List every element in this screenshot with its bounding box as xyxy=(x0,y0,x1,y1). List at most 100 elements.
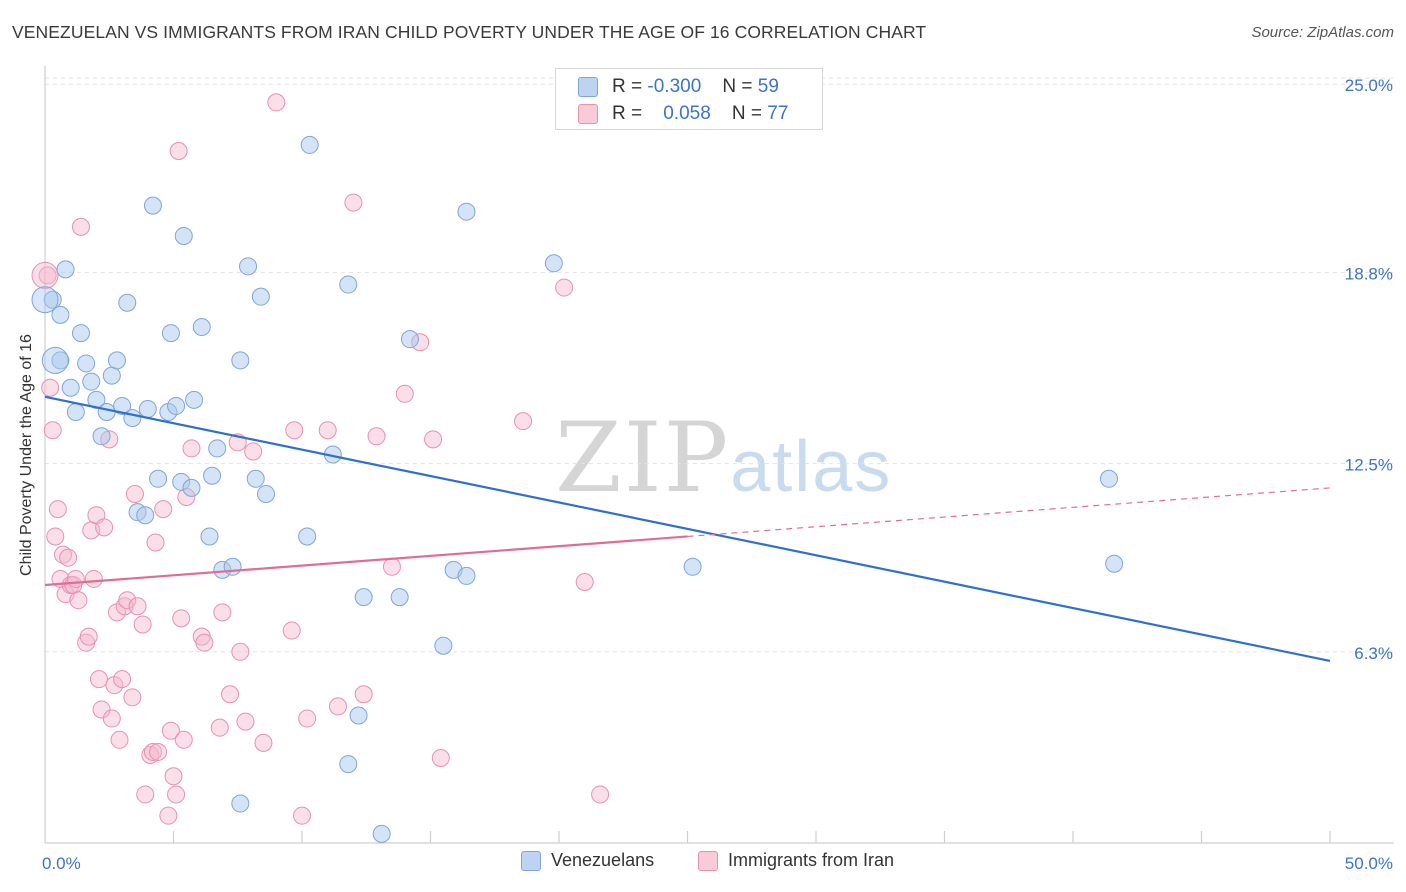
y-tick-label: 18.8% xyxy=(1345,264,1393,283)
legend-swatch-blue xyxy=(578,77,598,97)
iran-point xyxy=(89,670,108,689)
venezuelan-point xyxy=(102,366,121,385)
venezuelan-point xyxy=(390,588,409,607)
iran-point xyxy=(53,545,72,564)
iran-point xyxy=(344,193,363,212)
venezuelan-point xyxy=(161,324,180,343)
legend-label-iran: Immigrants from Iran xyxy=(728,850,895,870)
iran-point xyxy=(159,806,178,825)
legend-n-label: N = xyxy=(731,103,763,124)
venezuelan-point xyxy=(239,257,258,276)
iran-point xyxy=(395,384,414,403)
venezuelan-point xyxy=(457,566,476,585)
venezuelan-point xyxy=(77,354,96,373)
venezuelan-point xyxy=(457,202,476,221)
venezuelan-point xyxy=(298,527,317,546)
venezuelan-point xyxy=(82,372,101,391)
iran-point xyxy=(84,569,103,588)
iran-point xyxy=(146,533,165,552)
iran-point xyxy=(267,93,286,112)
iran-point xyxy=(38,266,57,285)
legend-item-iran[interactable]: Immigrants from Iran xyxy=(698,850,894,871)
iran-point xyxy=(167,785,186,804)
iran-point xyxy=(254,733,273,752)
trend-line-iran xyxy=(44,535,688,587)
iran-point xyxy=(71,217,90,236)
iran-point xyxy=(282,621,301,640)
iran-point xyxy=(244,442,263,461)
legend-n-value: 77 xyxy=(767,103,789,124)
venezuelan-point xyxy=(185,390,204,409)
iran-point xyxy=(41,378,60,397)
chart-source: Source: ZipAtlas.com xyxy=(1251,24,1394,41)
legend-swatch-pink xyxy=(698,850,718,871)
iran-point xyxy=(48,500,67,519)
venezuelan-point xyxy=(203,466,222,485)
iran-point xyxy=(382,557,401,576)
venezuelan-point xyxy=(231,794,250,813)
legend-n-value: 59 xyxy=(757,76,779,97)
iran-point xyxy=(69,591,88,610)
venezuelan-point xyxy=(192,318,211,337)
legend-r-value: 0.058 xyxy=(663,103,711,124)
legend-r-label: R = xyxy=(612,103,643,124)
iran-point xyxy=(125,484,144,503)
iran-point xyxy=(174,730,193,749)
correlation-legend: R = -0.300 N = 59 R = 0.058 N = 77 xyxy=(555,68,823,130)
iran-point xyxy=(424,430,443,449)
venezuelan-point xyxy=(683,557,702,576)
venezuelan-point xyxy=(97,403,116,422)
iran-point xyxy=(591,785,610,804)
iran-point xyxy=(555,278,574,297)
iran-point xyxy=(66,569,85,588)
iran-point xyxy=(318,421,337,440)
legend-n-label: N = xyxy=(722,76,753,97)
venezuelan-point xyxy=(51,351,70,370)
iran-point xyxy=(102,709,121,728)
venezuelan-point xyxy=(354,588,373,607)
iran-point xyxy=(172,609,191,628)
venezuelan-point xyxy=(339,275,358,294)
iran-point xyxy=(95,518,114,537)
y-tick-label: 12.5% xyxy=(1345,456,1393,475)
iran-point xyxy=(92,700,111,719)
venezuelan-point xyxy=(51,305,70,324)
venezuelan-point xyxy=(200,527,219,546)
venezuelan-point xyxy=(113,396,132,415)
venezuelan-point xyxy=(300,135,319,154)
iran-point xyxy=(231,642,250,661)
iran-point xyxy=(169,141,188,160)
venezuelan-point xyxy=(349,706,368,725)
iran-point xyxy=(328,697,347,716)
iran-point xyxy=(161,721,180,740)
iran-point xyxy=(213,603,232,622)
venezuelan-point xyxy=(66,403,85,422)
legend-item-venezuelans[interactable]: Venezuelans xyxy=(521,850,654,871)
venezuelan-point-large xyxy=(41,346,69,374)
iran-point xyxy=(514,412,533,431)
y-tick-label: 6.3% xyxy=(1354,644,1393,663)
x-tick-label-min: 0.0% xyxy=(42,854,81,873)
chart-title: VENEZUELAN VS IMMIGRANTS FROM IRAN CHILD… xyxy=(12,22,927,42)
venezuelan-point xyxy=(138,399,157,418)
iran-point xyxy=(236,712,255,731)
iran-point xyxy=(133,615,152,634)
trend-line-venezuelans xyxy=(44,395,1331,662)
venezuelan-point xyxy=(208,439,227,458)
venezuelan-point xyxy=(56,260,75,279)
watermark-atlas: atlas xyxy=(730,427,893,507)
legend-swatch-blue xyxy=(521,850,541,871)
venezuelan-point xyxy=(400,330,419,349)
axes xyxy=(44,66,1394,844)
x-tick-label-max: 50.0% xyxy=(1345,854,1393,873)
legend-label-venezuelans: Venezuelans xyxy=(551,850,655,870)
legend-row-iran: R = 0.058 N = 77 xyxy=(578,102,788,126)
iran-point xyxy=(354,685,373,704)
tick-labels: 6.3% 12.5% 18.8% 25.0% 0.0% 50.0% xyxy=(42,76,1393,873)
y-tick-label: 25.0% xyxy=(1345,76,1393,95)
iran-point xyxy=(118,591,137,610)
iran-point xyxy=(182,439,201,458)
iran-point-large xyxy=(31,261,59,289)
venezuelan-point xyxy=(544,254,563,273)
